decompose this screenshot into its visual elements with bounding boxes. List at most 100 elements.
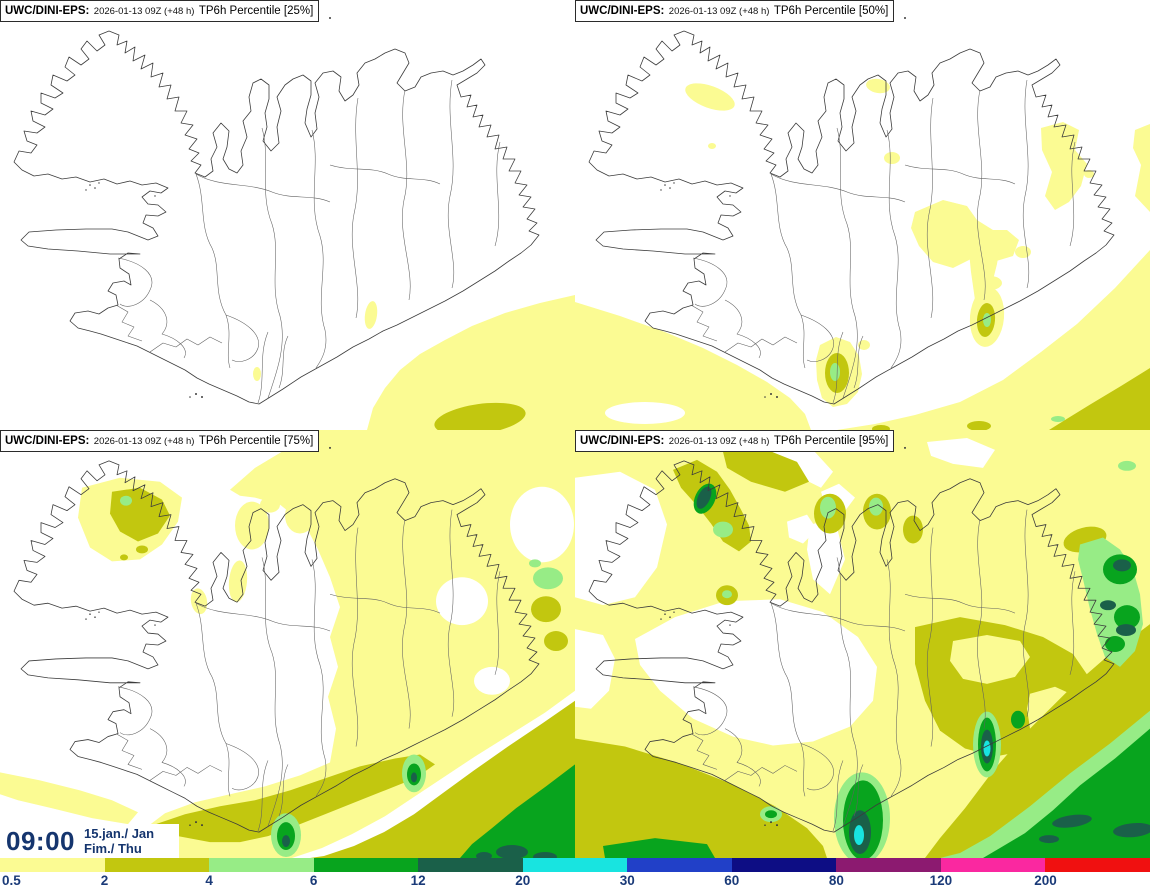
field-label: TP6h Percentile [50%]	[773, 5, 889, 17]
precip-region-l4	[1105, 636, 1125, 652]
precip-region-l2	[434, 402, 526, 430]
precip-region-l1	[235, 501, 269, 550]
precip-region-l3	[983, 313, 991, 327]
colorbar-label-80: 80	[828, 873, 844, 888]
colorbar-segment-30	[627, 858, 732, 872]
precip-region-l5	[1113, 559, 1131, 572]
valid-time: 09:00	[6, 825, 75, 856]
precip-region-l1	[685, 83, 735, 111]
valid-day-line: Fim./ Thu	[84, 841, 142, 856]
colorbar	[0, 858, 1150, 872]
panel-title-75: UWC/DINI-EPS: 2026-01-13 09Z (+48 h) TP6…	[0, 430, 320, 452]
precip-region-w	[510, 486, 574, 563]
field-label: TP6h Percentile [75%]	[198, 435, 314, 447]
iceland-map-50	[575, 0, 1150, 430]
precip-region-l2	[136, 545, 148, 554]
iceland-map-25	[0, 0, 575, 430]
percentile-badge: [25%]	[283, 5, 314, 17]
panel-title-25: UWC/DINI-EPS: 2026-01-13 09Z (+48 h) TP6…	[0, 0, 320, 22]
precip-region-l5	[533, 852, 557, 858]
map-panel-75: UWC/DINI-EPS: 2026-01-13 09Z (+48 h) TP6…	[0, 430, 575, 858]
colorbar-segment-4	[209, 858, 314, 872]
percentile-badge: [95%]	[858, 435, 889, 447]
precip-region-l2	[120, 554, 128, 561]
colorbar-label-60: 60	[724, 873, 740, 888]
precip-region-l5	[411, 772, 417, 783]
map-panel-50: UWC/DINI-EPS: 2026-01-13 09Z (+48 h) TP6…	[575, 0, 1150, 430]
percentile-badge: [50%]	[858, 5, 889, 17]
precip-region-l5	[1100, 600, 1116, 611]
precip-region-l2	[531, 596, 561, 623]
precip-region-l5	[1113, 822, 1150, 838]
panel-title-95: UWC/DINI-EPS: 2026-01-13 09Z (+48 h) TP6…	[575, 430, 895, 452]
colorbar-segment-2	[104, 858, 210, 872]
precip-region-w	[474, 666, 510, 695]
colorbar-segment-20	[522, 858, 628, 872]
precip-region-l6	[854, 825, 864, 846]
precip-region-l3	[1051, 416, 1065, 422]
precip-region-l3	[820, 496, 836, 519]
precip-region-l1	[1084, 170, 1094, 178]
precip-region-l5	[1052, 814, 1092, 828]
field-label: TP6h Percentile [95%]	[773, 435, 889, 447]
precip-region-l4	[1114, 605, 1140, 630]
valid-date: 15.jan./ Jan Fim./ Thu	[84, 826, 154, 856]
precip-region-l1	[142, 430, 575, 858]
precip-region-l1	[364, 301, 378, 329]
precip-region-l5	[476, 852, 492, 858]
colorbar-label-6: 6	[309, 873, 318, 888]
colorbar-segment-60	[731, 858, 837, 872]
precip-region-w	[605, 402, 685, 424]
colorbar-label-200: 200	[1034, 873, 1057, 888]
colorbar-segment-80	[836, 858, 941, 872]
precip-region-l1	[285, 497, 315, 534]
precip-region-l3	[713, 521, 733, 538]
percentile-badge: [75%]	[283, 435, 314, 447]
precip-region-l1	[575, 302, 811, 430]
precip-region-l2	[723, 445, 809, 492]
field-label: TP6h Percentile [25%]	[198, 5, 314, 17]
precip-region-l3	[1118, 460, 1136, 471]
colorbar-segment-0.5	[0, 858, 105, 872]
precip-region-l4	[983, 728, 1150, 858]
map-panel-95: UWC/DINI-EPS: 2026-01-13 09Z (+48 h) TP6…	[575, 430, 1150, 858]
iceland-map-75	[0, 430, 575, 858]
model-label: UWC/DINI-EPS:	[5, 5, 90, 17]
map-panel-25: UWC/DINI-EPS: 2026-01-13 09Z (+48 h) TP6…	[0, 0, 575, 430]
precip-region-w	[575, 629, 615, 709]
colorbar-label-0.5: 0.5	[2, 873, 21, 888]
colorbar-label-12: 12	[410, 873, 426, 888]
colorbar-segment-120	[940, 858, 1046, 872]
precip-region-l1	[858, 340, 870, 350]
colorbar-label-20: 20	[515, 873, 531, 888]
precip-region-l2	[967, 421, 991, 430]
run-label: 2026-01-13 09Z (+48 h)	[668, 6, 770, 17]
precip-region-w	[575, 471, 667, 606]
colorbar-segment-6	[313, 858, 419, 872]
precip-region-l1	[969, 230, 1001, 306]
precip-region-l3	[830, 363, 840, 381]
precip-region-l4	[460, 764, 575, 858]
precip-region-l3	[120, 495, 132, 506]
precip-region-l1	[190, 588, 208, 615]
precip-region-l2	[903, 515, 923, 544]
precip-region-w	[436, 577, 488, 626]
precip-region-l6	[983, 740, 991, 757]
iceland-map-95	[575, 430, 1150, 858]
precip-region-l2	[150, 754, 435, 843]
precip-region-l1	[253, 367, 261, 381]
run-label: 2026-01-13 09Z (+48 h)	[668, 436, 770, 447]
precip-region-l1	[708, 143, 716, 149]
colorbar-segment-12	[418, 858, 523, 872]
precip-region-w	[635, 599, 877, 746]
colorbar-label-120: 120	[929, 873, 953, 888]
precip-region-l4	[603, 838, 715, 858]
panel-title-50: UWC/DINI-EPS: 2026-01-13 09Z (+48 h) TP6…	[575, 0, 895, 22]
precip-region-l2	[1049, 368, 1150, 430]
precip-region-l1	[367, 295, 575, 430]
precip-region-w	[927, 437, 995, 468]
precip-region-l2	[872, 425, 890, 430]
valid-time-box: 09:00 15.jan./ Jan Fim./ Thu	[0, 824, 179, 858]
precip-region-l2	[575, 738, 827, 858]
